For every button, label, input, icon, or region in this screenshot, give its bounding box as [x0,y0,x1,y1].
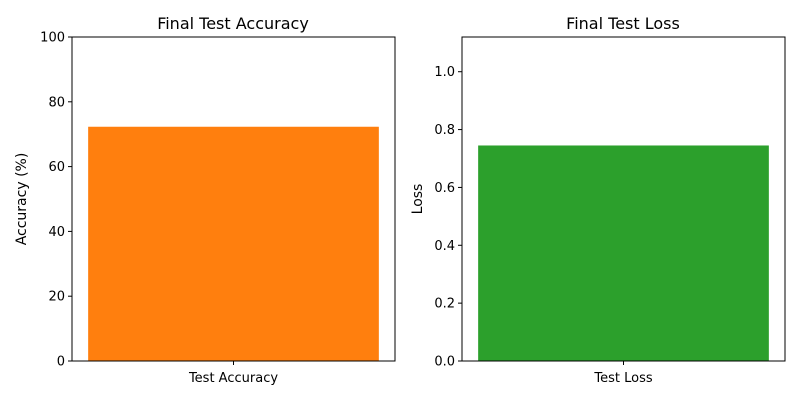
loss-bar-0 [478,145,769,361]
loss-x-ticks: Test Loss [593,361,653,386]
loss-y-tick-label-0: 0.0 [434,355,455,370]
accuracy-y-tick-label-4: 80 [48,95,65,110]
accuracy-y-tick-label-1: 20 [48,290,65,305]
accuracy-y-axis-label: Accuracy (%) [14,153,30,246]
loss-y-tick-label-1: 0.2 [434,297,455,312]
accuracy-y-tick-label-2: 40 [48,225,65,240]
accuracy-y-tick-label-5: 100 [40,31,65,46]
accuracy-bars [88,126,379,361]
accuracy-y-tick-label-3: 60 [48,160,65,175]
loss-y-ticks: 0.0 0.2 0.4 0.6 0.8 1.0 [434,65,462,370]
loss-y-tick-label-2: 0.4 [434,239,455,254]
loss-y-tick-label-5: 1.0 [434,65,455,80]
accuracy-bar-0 [88,126,379,361]
loss-plot-frame [461,36,786,362]
loss-x-tick-label-0: Test Loss [593,371,652,386]
loss-y-axis-label: Loss [410,184,426,215]
accuracy-plot-frame [71,36,396,362]
accuracy-chart-title: Final Test Accuracy [157,14,309,33]
accuracy-y-tick-label-0: 0 [57,355,65,370]
loss-y-tick-label-4: 0.8 [434,123,455,138]
accuracy-y-ticks: 0 20 40 60 80 100 [40,31,72,370]
accuracy-chart: Final Test Accuracy Accuracy (%) 0 20 40 60… [14,14,396,386]
accuracy-x-tick-label-0: Test Accuracy [188,371,278,386]
loss-chart: Final Test Loss Loss 0.00.20.40.60.81.0 … [410,14,786,386]
loss-bars [478,145,769,361]
loss-y-tick-label-3: 0.6 [434,181,455,196]
accuracy-x-ticks: Test Accuracy [188,361,278,386]
loss-chart-title: Final Test Loss [566,14,680,33]
